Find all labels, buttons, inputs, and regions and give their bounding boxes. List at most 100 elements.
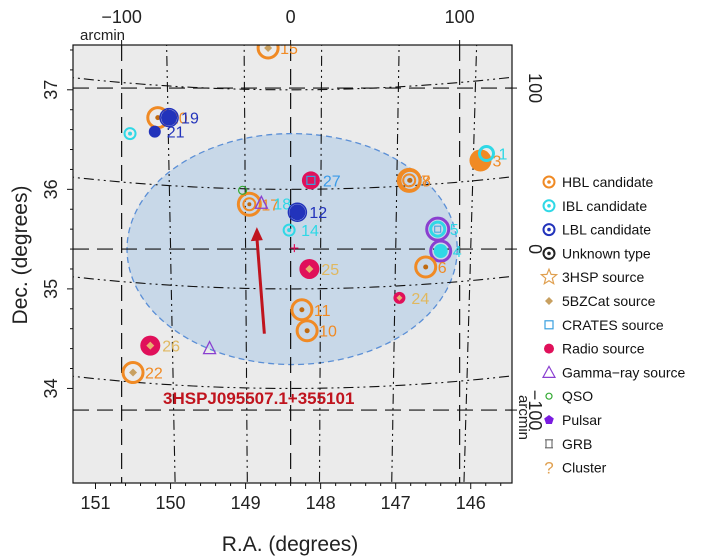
marker-triangle xyxy=(202,340,217,355)
right-axis-label: arcmin xyxy=(515,395,532,440)
marker-circle xyxy=(290,298,314,322)
legend-item: GRB xyxy=(545,436,592,452)
marker-diamond xyxy=(396,294,403,301)
source-marker xyxy=(414,255,438,279)
dec-gridline xyxy=(73,275,512,290)
legend-label: Gamma−ray source xyxy=(562,364,686,380)
annotation-arrow-head xyxy=(250,227,263,242)
legend-label: CRATES source xyxy=(562,317,664,333)
source-label: 25 xyxy=(321,262,339,279)
top-tick-label: −100 xyxy=(101,7,142,27)
y-tick-label: 35 xyxy=(41,279,61,299)
right-tick-label: 100 xyxy=(525,73,545,103)
legend-item: 5BZCat source xyxy=(545,293,656,309)
x-tick-label: 150 xyxy=(156,493,186,513)
legend-item: Unknown type xyxy=(542,245,651,261)
source-label: 1 xyxy=(498,147,507,164)
source-label: 5 xyxy=(450,222,459,239)
source-label: 12 xyxy=(309,205,327,222)
legend-symbol-dot xyxy=(547,227,551,232)
legend-symbol: ? xyxy=(544,459,553,478)
legend-symbol xyxy=(544,320,554,330)
marker-square xyxy=(434,225,442,233)
marker-circle xyxy=(159,107,179,128)
marker-circle xyxy=(398,168,422,192)
marker-circle xyxy=(299,307,305,313)
legend-symbol-dot xyxy=(547,251,551,256)
legend-item: QSO xyxy=(545,388,593,404)
legend-symbol-dot xyxy=(547,180,551,184)
source-marker xyxy=(202,340,217,355)
legend-label: LBL candidate xyxy=(562,222,651,238)
source-label: 17 xyxy=(261,197,279,214)
source-marker xyxy=(290,298,314,322)
source-label: 15 xyxy=(280,41,298,58)
marker-circle xyxy=(287,202,308,222)
marker-circle xyxy=(161,109,178,126)
marker-circle xyxy=(236,191,262,217)
marker-circle xyxy=(295,319,319,343)
source-marker xyxy=(398,168,422,192)
y-tick-label: 36 xyxy=(41,179,61,199)
legend-symbol xyxy=(541,365,557,378)
legend-symbol xyxy=(542,246,556,260)
legend-item: CRATES source xyxy=(544,317,664,333)
source-label: 8 xyxy=(422,173,431,190)
source-label: 21 xyxy=(167,125,185,142)
ra-gridline xyxy=(391,45,400,483)
marker-circle xyxy=(469,149,492,172)
marker-circle xyxy=(423,264,429,270)
x-tick-label: 146 xyxy=(456,493,486,513)
source-marker xyxy=(290,244,299,253)
y-tick-label: 37 xyxy=(41,80,61,100)
source-marker xyxy=(299,258,320,279)
source-marker xyxy=(140,335,161,356)
x-axis-label: R.A. (degrees) xyxy=(222,533,359,556)
legend-label: Pulsar xyxy=(562,412,602,428)
marker-circle xyxy=(414,255,438,279)
legend-label: 3HSP source xyxy=(562,269,644,285)
source-marker xyxy=(477,145,495,163)
x-tick-label: 151 xyxy=(80,493,110,513)
source-label: 14 xyxy=(301,223,319,240)
legend-symbol xyxy=(545,297,553,305)
marker-circle xyxy=(123,127,137,141)
marker-circle xyxy=(433,244,448,259)
y-tick-label: 34 xyxy=(41,378,61,398)
legend-symbol xyxy=(545,439,553,449)
dec-gridline xyxy=(73,76,512,91)
x-tick-label: 148 xyxy=(306,493,336,513)
source-marker xyxy=(295,319,319,343)
dec-gridline xyxy=(73,176,512,190)
source-marker xyxy=(469,149,492,172)
x-tick-label: 149 xyxy=(231,493,261,513)
source-label: 4 xyxy=(453,244,462,261)
legend-item: Pulsar xyxy=(544,412,602,428)
marker-diamond xyxy=(129,368,138,377)
annotation-arrow-shaft xyxy=(255,237,266,334)
source-marker xyxy=(301,171,320,190)
marker-circle xyxy=(121,361,145,385)
right-tick-label: −100 xyxy=(525,390,545,431)
legend-item: HBL candidate xyxy=(542,174,654,190)
legend-item: LBL candidate xyxy=(542,222,651,238)
legend-symbol xyxy=(539,267,559,286)
legend-item: 3HSP source xyxy=(539,267,644,286)
source-label: 11 xyxy=(314,303,331,320)
x-tick-label: 147 xyxy=(381,493,411,513)
marker-circle xyxy=(429,220,447,238)
annotation-label: 3HSPJ095507.1+355101 xyxy=(163,389,354,408)
source-marker xyxy=(254,194,269,209)
top-tick-label: 0 xyxy=(286,7,296,27)
source-marker xyxy=(282,223,296,237)
marker-circle xyxy=(128,131,133,136)
plot-frame xyxy=(72,44,513,484)
marker-circle xyxy=(407,177,413,183)
legend-label: 5BZCat source xyxy=(562,293,656,309)
source-label: 10 xyxy=(319,324,337,341)
source-marker xyxy=(287,202,308,222)
